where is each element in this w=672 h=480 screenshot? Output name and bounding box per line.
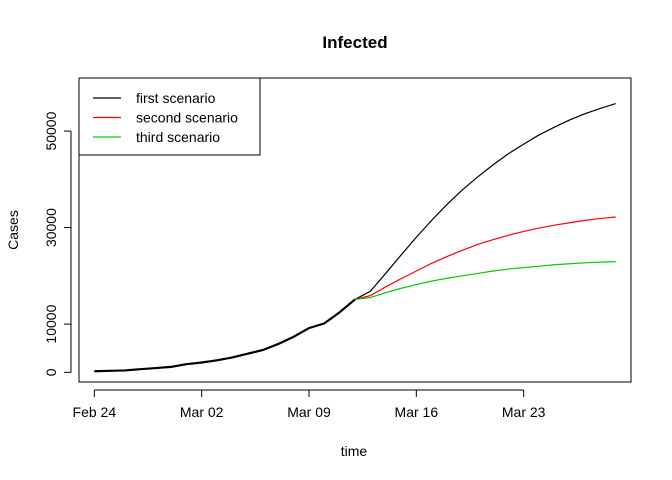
x-axis: Feb 24 Mar 02 Mar 09 Mar 16 Mar 23 xyxy=(73,389,546,420)
y-axis: 0 10000 30000 50000 xyxy=(43,111,72,376)
legend: first scenario second scenario third scena… xyxy=(78,77,261,156)
y-tick-label: 0 xyxy=(43,368,59,376)
series-line-first-scenario xyxy=(354,103,616,300)
series-line-second-scenario xyxy=(354,216,616,301)
series-line-third-scenario xyxy=(354,261,616,301)
x-tick-label: Mar 02 xyxy=(180,404,224,420)
plot-frame xyxy=(78,77,632,383)
legend-box xyxy=(78,77,261,156)
y-tick-label: 30000 xyxy=(43,208,59,247)
x-tick-label: Mar 16 xyxy=(395,404,439,420)
legend-label: second scenario xyxy=(136,110,238,126)
series-layer xyxy=(94,103,616,373)
y-axis-label: Cases xyxy=(5,210,21,250)
chart-title: Infected xyxy=(322,33,387,52)
x-tick-label: Feb 24 xyxy=(73,404,117,420)
series-line-observed xyxy=(94,298,356,373)
legend-label: third scenario xyxy=(136,129,220,145)
y-tick-label: 10000 xyxy=(43,304,59,343)
x-tick-label: Mar 23 xyxy=(502,404,546,420)
x-tick-label: Mar 09 xyxy=(287,404,331,420)
x-axis-label: time xyxy=(341,443,368,459)
legend-label: first scenario xyxy=(136,90,216,106)
y-tick-label: 50000 xyxy=(43,111,59,150)
